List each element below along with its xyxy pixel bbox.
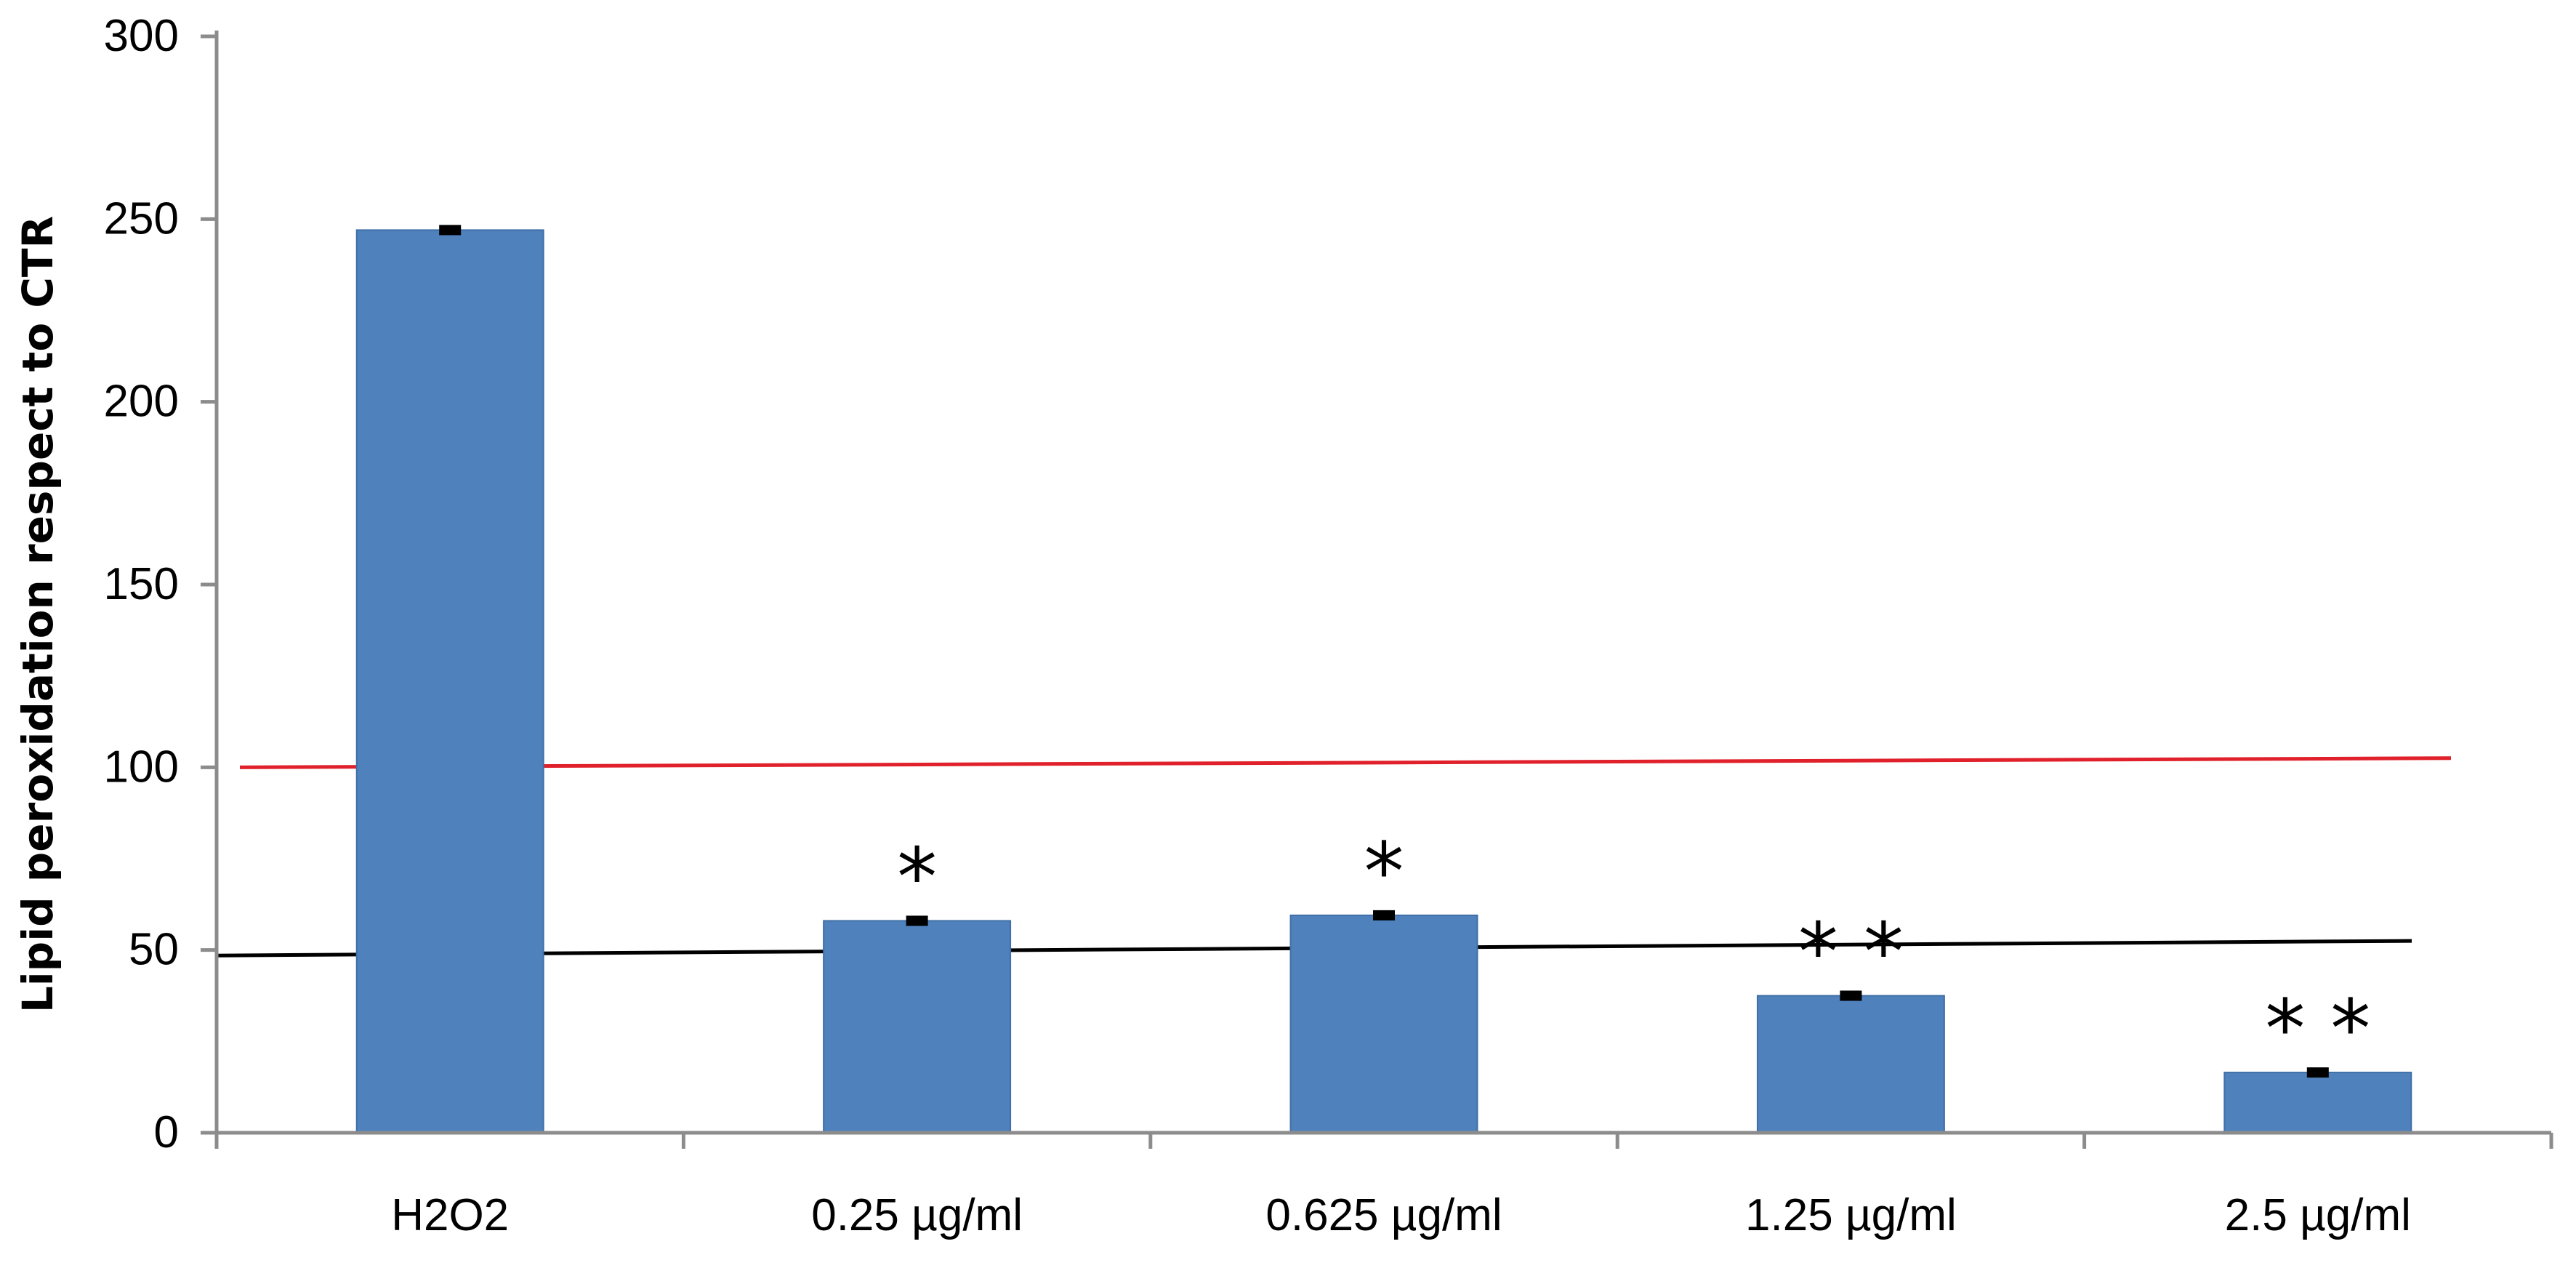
error-bar-3 <box>1373 910 1395 920</box>
x-tick-label-3: 0.625 µg/ml <box>1265 1190 1502 1240</box>
error-bar-1 <box>439 225 462 236</box>
x-tick-label-5: 2.5 µg/ml <box>2225 1190 2411 1240</box>
significance-mark-3: * <box>1364 825 1404 918</box>
y-tick-label-4: 150 <box>104 559 179 609</box>
y-tick-label-3: 100 <box>104 742 179 792</box>
axes: 0 50 100 150 200 250 300 H2O2 0.25 µg/ml 0.625 µg… <box>104 11 2553 1240</box>
plot-area: * * * * * * <box>216 225 2452 1134</box>
reference-line-1 <box>239 756 2452 769</box>
bar-2 <box>823 920 1012 1134</box>
y-tick-label-7: 300 <box>104 11 179 61</box>
x-tick-label-2: 0.25 µg/ml <box>811 1190 1023 1240</box>
significance-mark-2: * <box>897 830 937 923</box>
bar-5 <box>2223 1072 2412 1134</box>
error-bar-4 <box>1840 990 1862 1001</box>
error-bar-5 <box>2306 1067 2329 1078</box>
y-axis-title: Lipid peroxidation respect to CTR <box>13 216 63 1013</box>
y-tick-label-1: 0 <box>154 1107 179 1157</box>
y-tick-label-5: 200 <box>104 377 179 427</box>
x-tick-label-1: H2O2 <box>391 1190 509 1240</box>
bar-1 <box>355 229 544 1133</box>
x-tick-label-4: 1.25 µg/ml <box>1745 1190 1957 1240</box>
bar-3 <box>1289 914 1478 1133</box>
significance-mark-4: * * <box>1798 906 1904 999</box>
bar-4 <box>1756 995 1945 1133</box>
y-tick-label-6: 250 <box>104 193 179 244</box>
y-tick-label-2: 50 <box>129 925 179 975</box>
significance-mark-5: * * <box>2265 982 2370 1075</box>
error-bar-2 <box>906 915 928 926</box>
